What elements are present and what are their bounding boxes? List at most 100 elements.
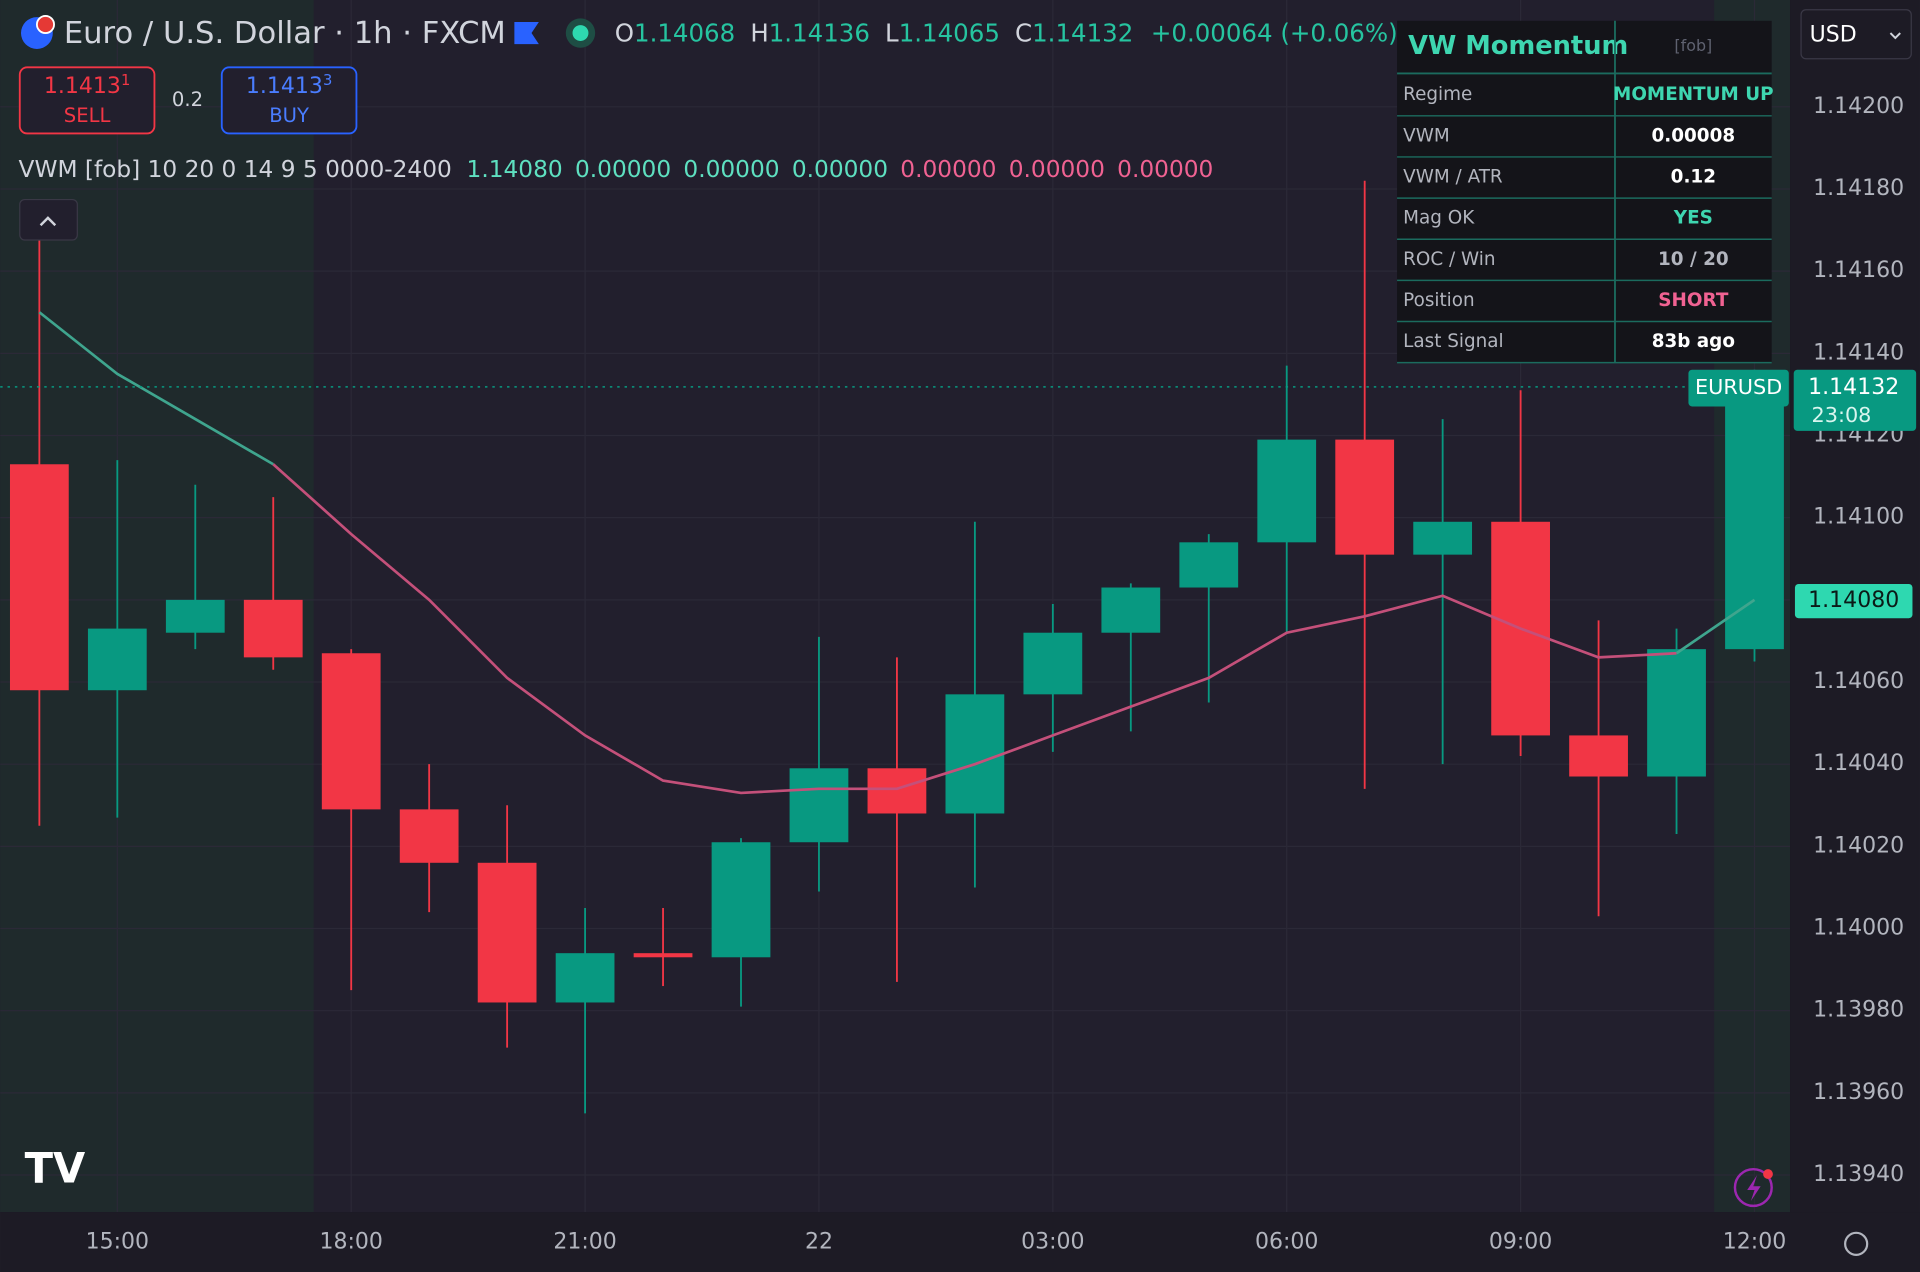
countdown: 23:08 [1811,403,1871,427]
label: O [615,18,634,47]
price-badge [1793,369,1917,431]
panel-value: YES [1673,208,1713,229]
indicator-value: 0.00000 [575,156,671,183]
y-tick-label: 1.14060 [1813,669,1904,694]
y-tick-label: 1.14140 [1813,340,1904,365]
change: +0.00064 (+0.06%) [1151,18,1398,47]
pip: 1 [121,72,130,89]
info-panel: VW Momentum [fob] Regime MOMENTUM UP VWM 0.… [1397,20,1774,364]
panel-value: 0.00008 [1652,125,1736,146]
y-tick-label: 1.14200 [1813,94,1904,119]
label: L [885,18,899,47]
symbol-title: Euro / U.S. Dollar · 1h · FXCM [64,16,506,51]
sell-price: 1.14131 [44,72,130,99]
last-price: 1.14132 [1808,375,1899,400]
panel-label: Regime [1403,84,1472,105]
panel-label: ROC / Win [1403,249,1495,270]
symbol-badge [1688,369,1789,407]
price-axis [1790,0,1920,1272]
panel-label: VWM [1403,125,1450,146]
label: H [750,18,768,47]
buy-price: 1.14133 [246,72,332,99]
sell-button[interactable] [18,66,156,135]
ohlc: O1.14068 H1.14136 L1.14065 C1.14132 +0.0… [615,18,1398,47]
indicator-value: 0.00000 [683,156,779,183]
candle-body [1257,439,1317,543]
panel-value: 0.12 [1671,167,1716,188]
candle-body [321,653,381,810]
symbol-badge-text: EURUSD [1695,375,1782,399]
indicator-legend: VWM [fob] 10 20 0 14 9 5 0000-2400 1.140… [19,156,1214,183]
chevron [1889,32,1901,40]
panel-value: 83b ago [1652,331,1735,352]
indicator-badge-text: 1.14080 [1808,588,1899,613]
value: 1.14136 [769,18,870,47]
candle-body [1413,521,1473,555]
candle-body [399,809,459,863]
value: 1.14065 [899,18,1000,47]
settings-icon[interactable] [1844,1231,1869,1256]
time-axis [0,1212,1920,1272]
x-tick-label: 22 [805,1230,833,1255]
indicator-line [272,463,1677,795]
alert-dot [1763,1169,1773,1179]
currency-select[interactable] [1800,9,1912,60]
candle-body [9,464,69,691]
candle-body [1101,587,1161,633]
indicator-value: 1.14080 [467,156,563,183]
y-tick-label: 1.14020 [1813,833,1904,858]
panel-title: VW Momentum [1408,31,1628,61]
candle-body [165,599,225,633]
panel-bg [1397,20,1772,363]
y-tick-label: 1.13980 [1813,998,1904,1023]
value: 1.14068 [634,18,735,47]
candle-body [87,628,147,691]
header: Euro / U.S. Dollar · 1h · FXCM O1.14068 … [18,14,1398,241]
buy-label: BUY [269,104,309,127]
chevron [39,216,57,227]
candle-body [789,768,849,843]
panel-label: Mag OK [1403,208,1475,229]
candle-body [243,599,303,658]
y-tick-label: 1.14100 [1813,505,1904,530]
candle-body [1569,735,1628,777]
x-tick-label: 18:00 [319,1230,382,1255]
candle-body [477,862,537,1003]
y-tick-label: 1.14180 [1813,176,1904,201]
indicator-badge [1794,583,1913,619]
price: 1.1413 [246,74,323,99]
y-tick-label: 1.14160 [1813,258,1904,283]
candle-body [867,768,927,814]
x-tick-label: 21:00 [553,1230,616,1255]
candle-body [945,694,1005,814]
status [572,25,589,42]
logo: TV [25,1144,86,1193]
x-tick-label: 03:00 [1021,1230,1084,1255]
candle-body [1335,439,1395,555]
panel-value: 10 / 20 [1658,249,1729,270]
candle-body [1647,649,1706,777]
sell-label: SELL [64,104,111,127]
value: 1.14132 [1032,18,1133,47]
candle-body [633,953,693,958]
x-tick-label: 06:00 [1255,1230,1318,1255]
x-tick-label: 12:00 [1723,1230,1786,1255]
panel-label: Last Signal [1403,331,1503,352]
x-tick-label: 09:00 [1489,1230,1552,1255]
alert-icon[interactable] [1733,1167,1773,1208]
candle-body [1725,386,1784,650]
currency: USD [1810,23,1857,48]
indicator-name: VWM [fob] 10 20 0 14 9 5 0000-2400 [19,156,452,183]
indicator-value: 0.00000 [1117,156,1213,183]
x-tick-label: 15:00 [86,1230,149,1255]
candle-body [1023,632,1083,695]
indicator-line [1675,598,1756,655]
alert-icon [1747,1175,1761,1201]
panel-tag: [fob] [1674,36,1712,55]
candle-body [711,842,771,958]
y-tick-label: 1.14040 [1813,751,1904,776]
buy-button[interactable] [220,66,358,135]
indicator-value: 0.00000 [1009,156,1105,183]
y-tick-label: 1.14000 [1813,916,1904,941]
